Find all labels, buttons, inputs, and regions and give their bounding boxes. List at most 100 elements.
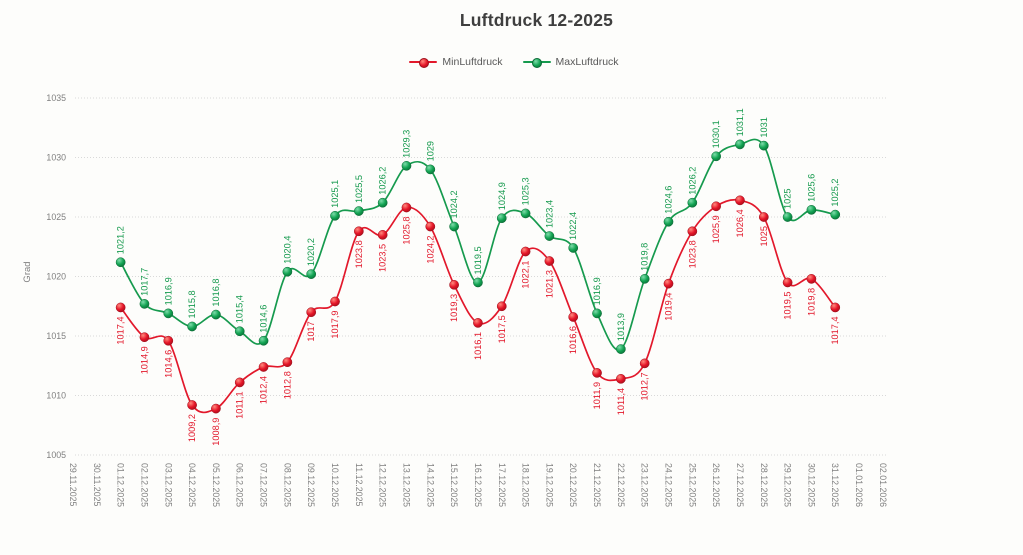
series-line-minluftdruck — [119, 198, 837, 414]
data-label-minluftdruck: 1008,9 — [211, 418, 221, 446]
data-label-maxluftdruck: 1015,8 — [187, 290, 197, 318]
data-label-minluftdruck: 1019,8 — [806, 288, 816, 316]
data-point-marker-maxluftdruck — [211, 309, 221, 320]
data-label-minluftdruck: 1011,9 — [592, 382, 602, 409]
x-tick-label: 19.12.2025 — [544, 463, 554, 507]
data-label-minluftdruck: 1012,4 — [259, 376, 269, 404]
data-point-marker-maxluftdruck — [282, 266, 293, 277]
data-point-marker-minluftdruck — [330, 296, 340, 307]
data-label-minluftdruck: 1023,8 — [354, 240, 364, 268]
data-label-minluftdruck: 1022,1 — [521, 261, 531, 289]
data-label-minluftdruck: 1011,4 — [616, 388, 626, 415]
y-tick-label: 1020 — [46, 272, 66, 282]
legend-label-min: MinLuftdruck — [442, 56, 503, 68]
data-label-minluftdruck: 1016,1 — [473, 332, 483, 360]
y-tick-label: 1010 — [46, 391, 66, 401]
data-label-minluftdruck: 1024,2 — [425, 236, 435, 264]
data-point-marker-minluftdruck — [735, 195, 745, 206]
chart-title: Luftdruck 12-2025 — [459, 10, 614, 30]
x-tick-label: 30.11.2025 — [92, 463, 102, 506]
data-point-marker-minluftdruck — [187, 400, 197, 410]
data-label-minluftdruck: 1012,8 — [282, 371, 292, 399]
data-label-minluftdruck: 1019,5 — [783, 291, 793, 319]
data-point-marker-minluftdruck — [353, 226, 364, 237]
x-tick-label: 10.12.2025 — [330, 463, 340, 507]
data-label-maxluftdruck: 1016,9 — [163, 277, 173, 305]
data-label-minluftdruck: 1017,5 — [497, 315, 507, 343]
data-label-maxluftdruck: 1025,6 — [806, 174, 816, 202]
data-point-marker-maxluftdruck — [592, 308, 602, 319]
x-tick-label: 28.12.2025 — [759, 463, 769, 507]
data-label-maxluftdruck: 1019,5 — [473, 246, 483, 274]
x-tick-label: 06.12.2025 — [235, 463, 245, 507]
data-label-maxluftdruck: 1024,2 — [449, 190, 459, 218]
data-label-maxluftdruck: 1016,8 — [211, 278, 221, 306]
data-point-marker-minluftdruck — [592, 368, 602, 378]
data-point-marker-maxluftdruck — [330, 210, 340, 221]
y-axis-label: Grad — [22, 261, 33, 282]
x-tick-label: 02.01.2026 — [878, 463, 888, 507]
data-point-marker-minluftdruck — [806, 274, 817, 284]
data-label-minluftdruck: 1012,7 — [640, 372, 650, 400]
y-tick-label: 1005 — [46, 450, 66, 460]
x-tick-label: 31.12.2025 — [830, 463, 840, 507]
data-point-marker-maxluftdruck — [639, 274, 650, 284]
legend-marker-max-icon — [522, 57, 551, 68]
x-tick-label: 15.12.2025 — [449, 463, 459, 507]
data-point-marker-maxluftdruck — [449, 221, 459, 232]
data-point-marker-maxluftdruck — [139, 299, 150, 309]
data-point-marker-maxluftdruck — [401, 160, 412, 171]
data-label-maxluftdruck: 1031,1 — [735, 108, 745, 136]
x-tick-label: 11.12.2025 — [354, 463, 364, 506]
data-label-minluftdruck: 1014,6 — [163, 350, 173, 378]
data-label-maxluftdruck: 1020,2 — [306, 238, 316, 266]
x-tick-label: 16.12.2025 — [473, 463, 483, 507]
data-label-minluftdruck: 1025 — [759, 226, 769, 246]
data-label-minluftdruck: 1014,9 — [139, 346, 149, 374]
data-point-marker-minluftdruck — [663, 278, 674, 289]
data-label-minluftdruck: 1021,3 — [544, 270, 554, 298]
data-label-maxluftdruck: 1025 — [783, 189, 793, 209]
x-tick-label: 27.12.2025 — [735, 463, 745, 507]
data-label-maxluftdruck: 1025,5 — [354, 175, 364, 203]
legend-item-minluftdruck: MinLuftdruck — [409, 56, 503, 68]
data-point-marker-minluftdruck — [616, 373, 626, 384]
data-point-marker-maxluftdruck — [496, 213, 507, 224]
data-label-maxluftdruck: 1022,4 — [568, 212, 578, 240]
data-point-marker-maxluftdruck — [782, 212, 793, 222]
data-point-marker-maxluftdruck — [758, 140, 769, 151]
data-label-maxluftdruck: 1016,9 — [592, 277, 602, 305]
data-point-marker-maxluftdruck — [568, 243, 579, 253]
data-point-marker-maxluftdruck — [544, 231, 555, 241]
data-point-marker-minluftdruck — [282, 357, 293, 368]
data-label-minluftdruck: 1025,8 — [401, 216, 411, 244]
chart-legend: MinLuftdruck MaxLuftdruck — [5, 56, 1023, 68]
data-point-marker-minluftdruck — [139, 332, 150, 343]
x-tick-label: 24.12.2025 — [664, 463, 674, 507]
data-label-minluftdruck: 1009,2 — [187, 414, 197, 442]
data-label-maxluftdruck: 1029,3 — [401, 130, 411, 158]
x-tick-label: 12.12.2025 — [378, 463, 388, 507]
x-tick-label: 02.12.2025 — [139, 463, 149, 507]
data-label-maxluftdruck: 1020,4 — [282, 236, 292, 264]
data-point-marker-minluftdruck — [115, 302, 126, 313]
data-point-marker-minluftdruck — [687, 226, 698, 237]
legend-item-maxluftdruck: MaxLuftdruck — [522, 56, 619, 68]
data-point-marker-minluftdruck — [782, 277, 793, 288]
data-label-maxluftdruck: 1025,1 — [330, 180, 340, 208]
legend-marker-min-icon — [409, 57, 438, 68]
data-label-maxluftdruck: 1017,7 — [139, 268, 149, 296]
data-point-marker-minluftdruck — [234, 377, 245, 388]
data-point-marker-maxluftdruck — [258, 335, 269, 346]
x-tick-label: 01.12.2025 — [116, 463, 126, 507]
data-point-marker-minluftdruck — [163, 335, 174, 346]
data-label-maxluftdruck: 1014,6 — [259, 305, 269, 333]
x-tick-label: 18.12.2025 — [521, 463, 531, 507]
x-tick-label: 17.12.2025 — [497, 463, 507, 507]
x-tick-label: 26.12.2025 — [711, 463, 721, 507]
data-point-marker-maxluftdruck — [473, 277, 483, 288]
data-point-marker-minluftdruck — [377, 230, 388, 240]
x-tick-label: 14.12.2025 — [425, 463, 435, 507]
